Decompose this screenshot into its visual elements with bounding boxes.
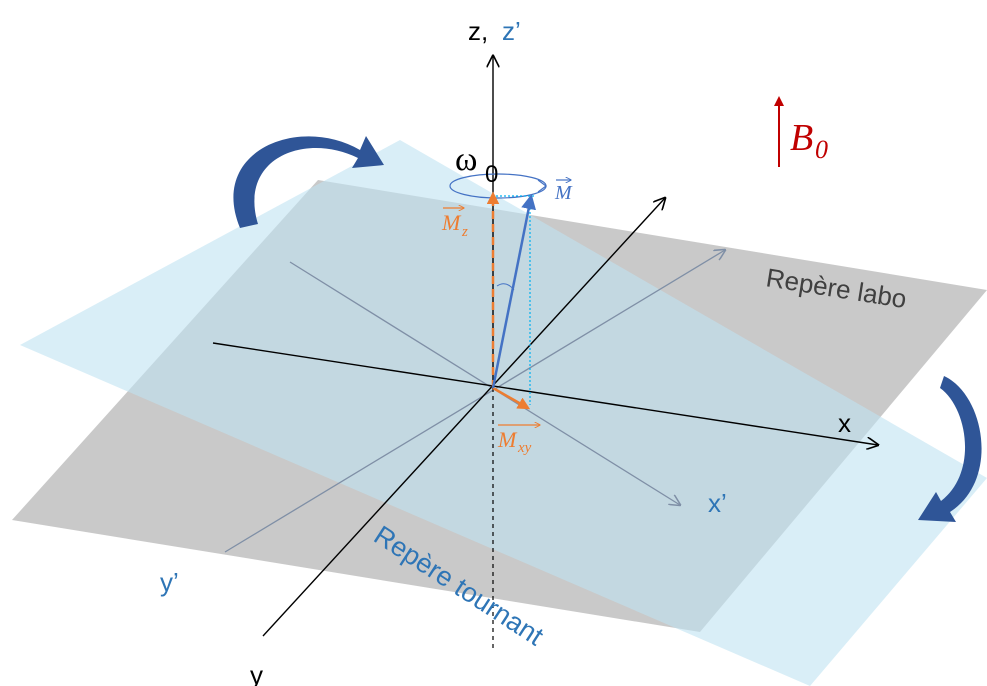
x-prime-axis (289, 261, 680, 505)
x-axis-label: x (838, 408, 851, 438)
y-axis-label: y (250, 660, 263, 686)
y-axis (262, 198, 665, 637)
mxy-label: M (497, 427, 518, 452)
rotation-arrow-bottom-right (918, 376, 982, 522)
magnetization-vector (491, 194, 537, 389)
rotation-arrow-top-left (233, 136, 384, 228)
mxy-vector (492, 386, 531, 410)
b0-symbol: B (790, 117, 813, 159)
precession-arrowhead (537, 179, 547, 193)
mz-subscript: z (461, 224, 468, 240)
omega-symbol: ω (455, 141, 477, 178)
rotating-frame-plane (20, 140, 987, 686)
y-prime-axis (224, 250, 725, 553)
y-prime-axis-label: y’ (160, 567, 179, 597)
x-axis (212, 342, 878, 445)
z-axis-label: z, (468, 16, 488, 46)
omega-subscript: 0 (485, 161, 498, 188)
mz-label: M (441, 210, 462, 235)
b0-subscript: 0 (815, 135, 828, 164)
z-prime-axis-label: z’ (502, 16, 521, 46)
mxy-subscript: xy (517, 440, 532, 456)
magnetization-label: M (554, 182, 573, 204)
x-prime-axis-label: x’ (708, 488, 727, 518)
